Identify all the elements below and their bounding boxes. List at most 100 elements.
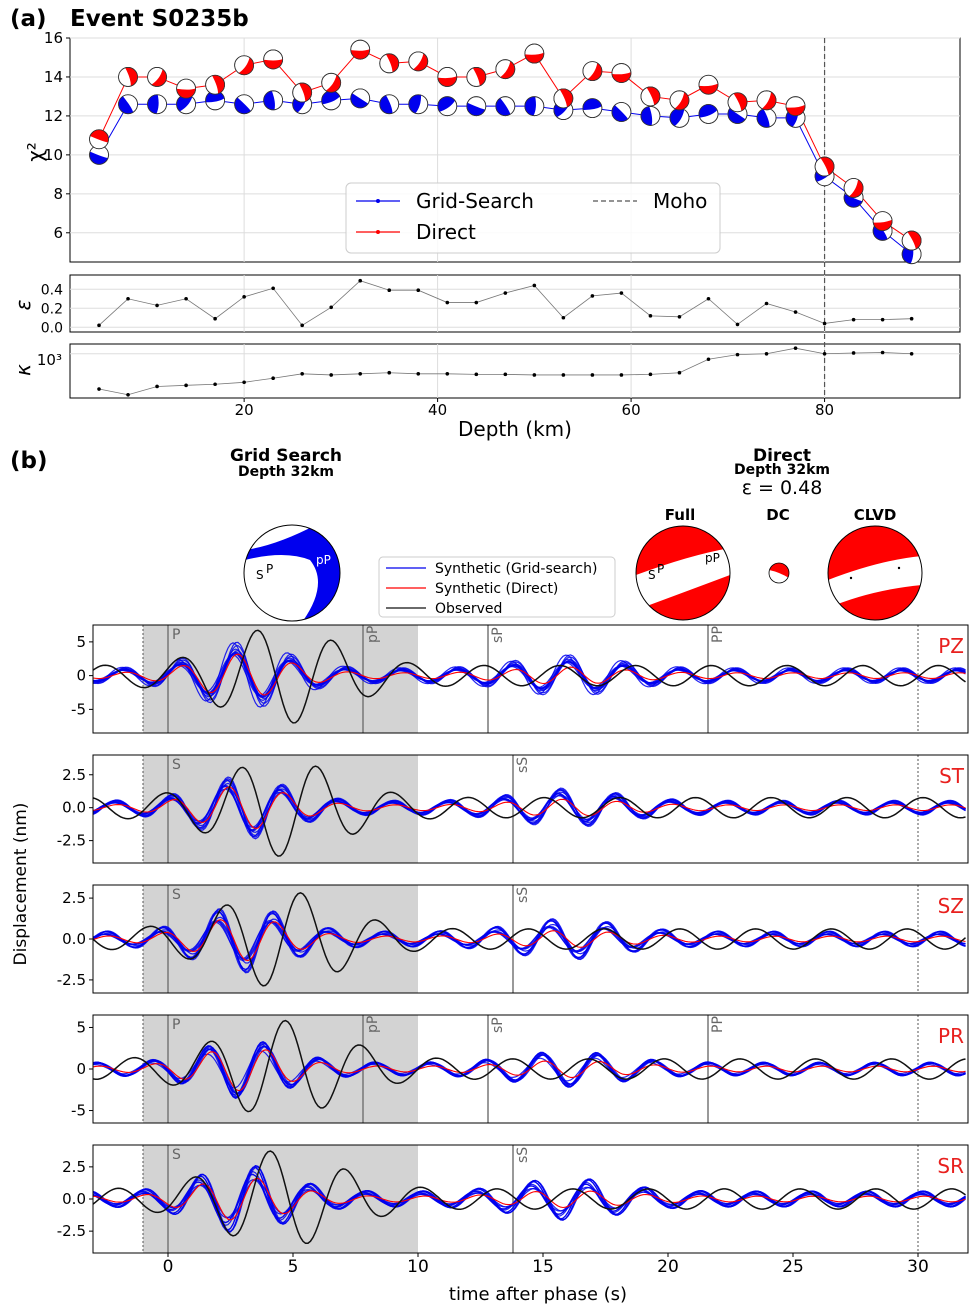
direct-marker-outline	[379, 53, 400, 74]
wf-legend-grid-label: Synthetic (Grid-search)	[435, 561, 597, 577]
direct-marker-fill	[733, 92, 747, 111]
synthetic-direct-trace	[92, 653, 966, 696]
direct-marker	[901, 230, 922, 251]
direct-marker-outline	[872, 211, 893, 231]
time-tick-label: 5	[288, 1257, 299, 1277]
epsilon-point	[764, 301, 769, 306]
phase-label: S	[172, 1147, 181, 1163]
gs-phase-s: S	[256, 568, 264, 582]
direct-full-beachball: S P pP	[635, 525, 731, 621]
direct-epsilon: ε = 0.48	[742, 477, 823, 499]
epsilon-point	[503, 291, 508, 295]
grid-search-marker	[350, 88, 371, 109]
phase-label: sS	[515, 1147, 531, 1163]
component-label: SZ	[938, 894, 964, 918]
grid-search-marker	[89, 144, 109, 165]
direct-marker-fill	[299, 83, 312, 102]
grid-search-marker-fill	[669, 108, 685, 127]
kappa-point	[474, 372, 479, 377]
grid-search-marker-fill	[582, 98, 602, 110]
gs-phase-pp: pP	[316, 553, 331, 567]
phase-label: P	[172, 627, 180, 643]
direct-marker	[727, 92, 748, 113]
epsilon-point	[909, 316, 914, 321]
direct-marker	[495, 59, 516, 80]
phase-label: P	[172, 1017, 180, 1033]
grid-search-marker-fill	[757, 108, 770, 128]
direct-marker-fill	[413, 53, 428, 71]
time-tick-label: 10	[407, 1257, 429, 1277]
grid-search-marker	[263, 90, 284, 111]
direct-marker	[611, 63, 632, 83]
kappa-point	[213, 382, 217, 387]
direct-marker-fill	[176, 88, 196, 99]
direct-marker	[698, 74, 719, 95]
chi2-ytick-label: 6	[53, 224, 63, 242]
direct-marker-fill	[907, 231, 922, 250]
grid-search-marker-fill	[640, 106, 653, 126]
direct-marker	[553, 88, 574, 109]
kappa-point	[155, 384, 159, 389]
clvd-ball-outline	[827, 525, 923, 621]
kappa-point	[97, 387, 101, 391]
epsilon-point	[97, 323, 101, 328]
grid-search-marker	[321, 90, 342, 111]
direct-marker	[843, 178, 864, 198]
direct-marker-outline	[147, 67, 167, 87]
synthetic-grid-trace	[92, 1166, 966, 1233]
kappa-point	[300, 371, 304, 376]
waveform-ytick-label: 5	[76, 1018, 86, 1036]
waveform-ytick-label: 0.0	[62, 930, 86, 948]
gs-ball-outline	[243, 524, 341, 622]
kappa-series-line	[98, 347, 912, 396]
epsilon-point	[793, 310, 798, 314]
wf-legend-direct-label: Synthetic (Direct)	[435, 581, 558, 597]
grid-search-marker-outline	[524, 96, 545, 117]
displacement-ylabel: Displacement (nm)	[11, 803, 31, 966]
full-ball-fill-top	[636, 526, 730, 575]
direct-marker-fill	[587, 62, 602, 81]
grid-search-marker-fill	[728, 108, 746, 124]
grid-search-marker-outline	[408, 94, 429, 115]
kappa-point	[735, 352, 740, 357]
kappa-point	[764, 351, 769, 356]
direct-marker-outline	[901, 230, 922, 251]
observed-trace	[92, 629, 966, 724]
epsilon-point	[735, 322, 740, 327]
grid-search-marker	[582, 98, 603, 119]
waveform-ytick-label: 5	[76, 633, 86, 651]
kappa-axes	[69, 343, 961, 399]
clvd-label: CLVD	[854, 506, 897, 524]
direct-marker-outline	[640, 86, 661, 107]
direct-marker	[350, 39, 371, 60]
clvd-dot-1	[849, 576, 853, 580]
observed-trace	[92, 1150, 966, 1245]
direct-marker-outline	[495, 59, 516, 80]
legend-grid-marker	[376, 199, 380, 203]
depth-tick-label: 20	[235, 401, 254, 419]
direct-marker	[263, 49, 284, 70]
epsilon-point	[648, 314, 653, 318]
epsilon-point	[213, 316, 217, 321]
full-phase-p: P	[657, 562, 664, 576]
grid-search-marker-fill	[495, 98, 511, 116]
time-tick-label: 15	[532, 1257, 554, 1277]
epsilon-point	[329, 305, 333, 310]
epsilon-point	[358, 278, 363, 283]
direct-marker-outline	[611, 63, 632, 83]
direct-marker-outline	[437, 67, 458, 87]
grid-search-marker	[495, 96, 516, 117]
epsilon-point	[532, 283, 537, 288]
direct-marker-fill	[646, 86, 660, 106]
direct-marker-fill	[500, 61, 515, 79]
grid-search-marker-fill	[350, 93, 369, 108]
phase-label: PP	[710, 1016, 726, 1033]
grid-search-marker-outline	[640, 106, 661, 126]
direct-title: Direct	[753, 446, 811, 466]
direct-marker-fill	[849, 179, 864, 198]
grid-search-marker	[669, 107, 690, 128]
grid-search-marker-fill	[611, 105, 629, 122]
direct-marker-outline	[785, 96, 806, 117]
